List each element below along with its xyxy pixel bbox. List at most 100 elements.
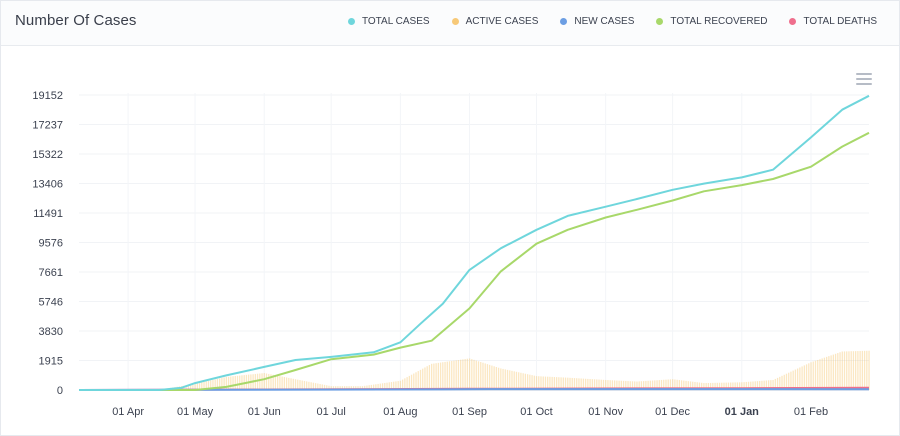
- legend-item-new-cases[interactable]: NEW CASES: [560, 16, 634, 27]
- active-cases-bar: [551, 376, 553, 390]
- active-cases-bar: [234, 376, 236, 390]
- active-cases-bar: [352, 386, 355, 390]
- active-cases-bar: [803, 365, 805, 390]
- active-cases-bar: [591, 379, 593, 390]
- active-cases-bar: [372, 384, 375, 390]
- active-cases-bar: [678, 380, 681, 390]
- active-cases-bar: [497, 367, 500, 390]
- active-cases-bar: [783, 374, 785, 390]
- active-cases-bar: [547, 376, 549, 390]
- active-cases-bar: [868, 350, 870, 390]
- active-cases-bar: [308, 381, 310, 390]
- active-cases-bar: [855, 351, 857, 390]
- active-cases-bar: [232, 376, 234, 390]
- active-cases-bar: [306, 381, 308, 390]
- active-cases-bar: [259, 373, 261, 390]
- active-cases-bar: [453, 360, 455, 390]
- active-cases-bar: [683, 380, 685, 390]
- active-cases-bar: [538, 376, 540, 390]
- y-tick-label: 7661: [39, 267, 63, 279]
- active-cases-bar: [799, 367, 801, 390]
- active-cases-bar: [841, 351, 843, 390]
- active-cases-bar: [207, 380, 210, 390]
- active-cases-bar: [743, 382, 745, 390]
- active-cases-bar: [718, 382, 721, 390]
- active-cases-bar: [712, 382, 714, 390]
- active-cases-bar: [241, 375, 243, 390]
- active-cases-bar: [297, 379, 299, 390]
- active-cases-bar: [285, 377, 288, 390]
- active-cases-bar: [672, 379, 674, 390]
- active-cases-bar: [473, 359, 475, 390]
- active-cases-bar: [689, 381, 692, 390]
- active-cases-bar: [602, 379, 605, 390]
- active-cases-bar: [462, 359, 464, 390]
- active-cases-bar: [375, 384, 377, 390]
- active-cases-bar: [598, 379, 600, 390]
- active-cases-bar: [830, 355, 832, 390]
- active-cases-bar: [406, 377, 408, 390]
- active-cases-bar: [721, 382, 723, 390]
- active-cases-bar: [194, 383, 196, 390]
- active-cases-bar: [680, 380, 683, 390]
- active-cases-bar: [471, 359, 473, 390]
- chart-menu-icon[interactable]: [856, 73, 872, 85]
- y-tick-label: 19152: [32, 90, 63, 102]
- active-cases-bar: [567, 377, 569, 390]
- active-cases-bar: [821, 358, 823, 390]
- active-cases-bar: [582, 378, 585, 390]
- active-cases-bar: [283, 377, 286, 390]
- active-cases-bar: [555, 377, 558, 390]
- active-cases-bar: [404, 378, 406, 390]
- active-cases-bar: [524, 373, 527, 390]
- active-cases-bar: [576, 378, 578, 390]
- legend-item-total-cases[interactable]: TOTAL CASES: [347, 16, 430, 27]
- legend-item-total-recovered[interactable]: TOTAL RECOVERED: [656, 16, 767, 27]
- active-cases-bar: [500, 368, 502, 390]
- active-cases-bar: [509, 370, 511, 390]
- active-cases-bar: [457, 360, 460, 390]
- legend-item-total-deaths[interactable]: TOTAL DEATHS: [789, 16, 877, 27]
- active-cases-bar: [515, 371, 518, 390]
- active-cases-bar: [859, 350, 861, 390]
- active-cases-bar: [314, 383, 317, 390]
- active-cases-bar: [562, 377, 564, 390]
- active-cases-bar: [319, 383, 321, 390]
- active-cases-bar: [437, 362, 439, 390]
- active-cases-bar: [480, 361, 482, 390]
- active-cases-bar: [810, 362, 812, 390]
- active-cases-bar: [694, 381, 696, 390]
- series-line-total-cases: [79, 94, 870, 391]
- x-tick-label: 01 Sep: [452, 406, 487, 418]
- active-cases-bar: [736, 382, 739, 390]
- active-cases-bar: [419, 369, 422, 390]
- active-cases-bar: [299, 380, 301, 390]
- chart-title: Number Of Cases: [15, 12, 137, 29]
- active-cases-bar: [701, 382, 703, 390]
- active-cases-bar: [812, 361, 814, 390]
- active-cases-bar: [236, 375, 239, 390]
- active-cases-bar: [848, 351, 850, 390]
- y-tick-label: 3830: [39, 326, 63, 338]
- active-cases-bar: [622, 380, 625, 390]
- active-cases-bar: [651, 380, 654, 390]
- legend-item-active-cases[interactable]: ACTIVE CASES: [451, 16, 538, 27]
- active-cases-bar: [292, 378, 294, 390]
- active-cases-bar: [779, 376, 781, 390]
- active-cases-bar: [674, 379, 676, 390]
- active-cases-bar: [767, 380, 770, 390]
- active-cases-bar: [549, 376, 551, 390]
- active-cases-bar: [794, 369, 797, 390]
- active-cases-bar: [669, 379, 672, 390]
- active-cases-bar: [368, 385, 370, 390]
- active-cases-bar: [770, 380, 772, 390]
- active-cases-bar: [384, 382, 386, 390]
- menu-line-icon: [856, 78, 872, 80]
- active-cases-bar: [828, 356, 830, 390]
- active-cases-bar: [687, 381, 689, 390]
- legend-label-total-recovered: TOTAL RECOVERED: [670, 16, 768, 27]
- active-cases-bar: [216, 378, 219, 390]
- active-cases-bar: [825, 356, 828, 390]
- active-cases-bar: [866, 350, 868, 390]
- active-cases-bar: [834, 353, 837, 390]
